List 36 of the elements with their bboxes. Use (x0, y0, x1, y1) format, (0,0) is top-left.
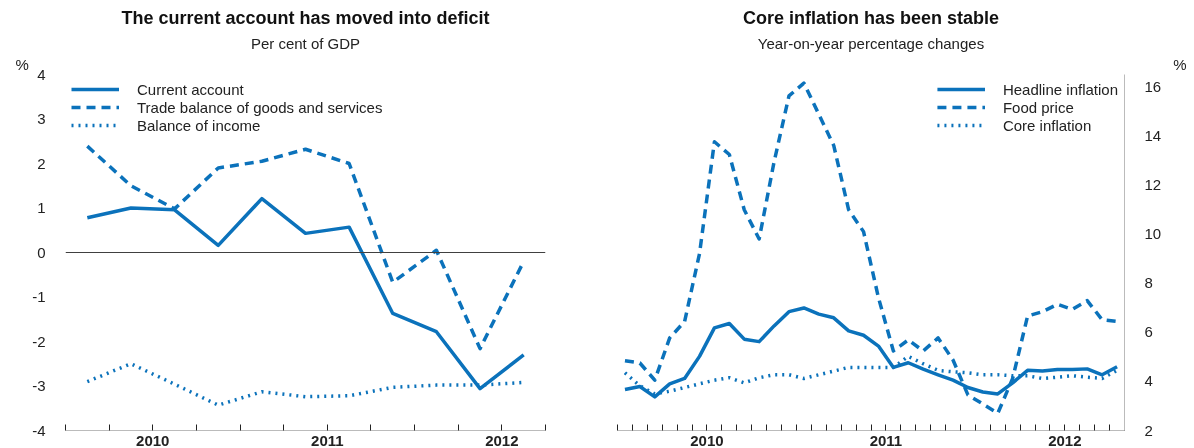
y2-tick-label: 2 (1144, 421, 1153, 439)
legend-label: Food price (1002, 98, 1074, 116)
chart-title: Core inflation has been stable (742, 7, 1000, 28)
y2-axis-title: % (1173, 55, 1187, 73)
y-tick-label: 3 (37, 110, 46, 127)
y2-tick-label: 12 (1144, 175, 1162, 193)
chart-title: The current account has moved into deficit (121, 7, 490, 28)
x-tick-label: 2010 (136, 431, 170, 448)
legend-label: Trade balance of goods and services (137, 98, 383, 116)
x-tick-label: 2012 (485, 431, 519, 448)
legend-label: Current account (137, 80, 244, 98)
y-tick-label: 2 (37, 154, 46, 172)
line-series (623, 81, 1119, 416)
x-tick-label: 2011 (311, 431, 344, 448)
legend-label: Headline inflation (1002, 80, 1118, 98)
y-tick-label: -4 (32, 421, 46, 439)
x-tick-label: 2010 (690, 431, 724, 448)
y-tick-label: 4 (37, 65, 46, 83)
legend-label: Core inflation (1002, 116, 1092, 134)
x-tick-label: 2012 (1048, 431, 1082, 448)
y-tick-label: -2 (32, 332, 46, 350)
y-tick-label: 1 (37, 199, 46, 216)
chart-subtitle: Per cent of GDP (250, 34, 361, 52)
y2-tick-label: 4 (1144, 372, 1153, 390)
y2-tick-label: 6 (1144, 323, 1153, 341)
y2-tick-label: 8 (1144, 274, 1153, 292)
y-tick-label: -3 (32, 377, 46, 394)
y-axis-title: % (15, 55, 29, 73)
y2-tick-label: 14 (1144, 126, 1162, 144)
chart-subtitle: Year-on-year percentage changes (757, 34, 985, 52)
y2-tick-label: 10 (1144, 225, 1162, 243)
x-tick-label: 2011 (869, 431, 903, 448)
y2-tick-label: 16 (1144, 77, 1162, 95)
y-tick-label: -1 (32, 288, 46, 305)
legend-label: Balance of income (137, 116, 261, 134)
y-tick-label: 0 (37, 243, 46, 261)
